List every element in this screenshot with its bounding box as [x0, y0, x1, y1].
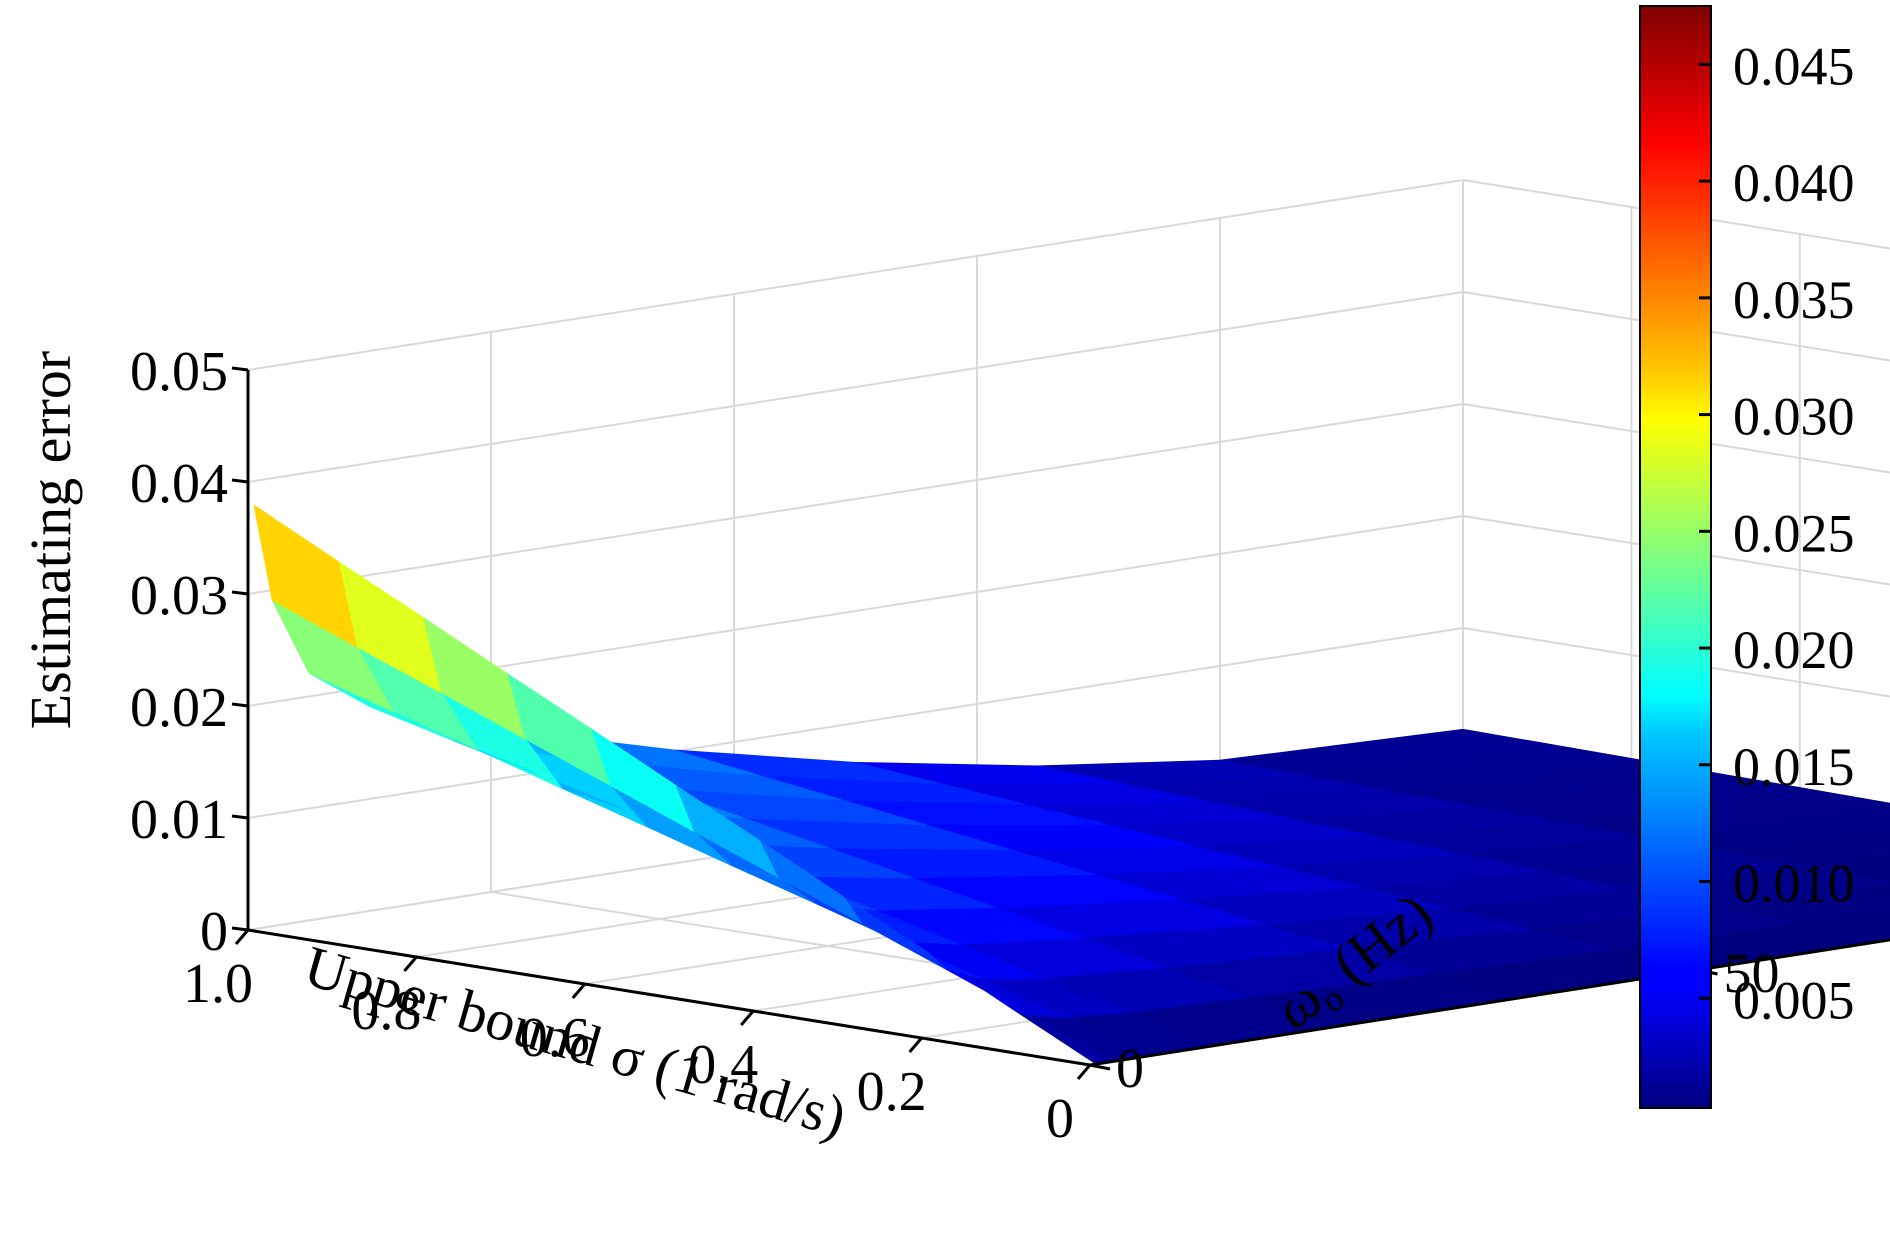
- axes: 1.00.80.60.40.2005010000.010.020.030.040…: [130, 341, 1890, 1150]
- y-tick: [1089, 1063, 1111, 1071]
- z-tick: [231, 478, 249, 484]
- colorbar-tick-label: 0.025: [1733, 503, 1855, 563]
- colorbar-tick-label: 0.045: [1733, 36, 1855, 96]
- x-tick: [571, 983, 586, 999]
- z-tick: [231, 814, 249, 820]
- x-tick: [234, 929, 250, 945]
- z-tick-label: 0.01: [130, 789, 228, 851]
- colorbar-tick-label: 0.005: [1733, 970, 1855, 1030]
- colorbar-tick-label: 0.015: [1733, 737, 1855, 797]
- grid-line-z: [247, 403, 1464, 595]
- grid-line-z: [1462, 403, 1890, 474]
- x-tick: [403, 956, 418, 972]
- z-tick-label: 0: [200, 901, 228, 963]
- grid-line-z: [1462, 627, 1890, 698]
- x-tick-label: 0.2: [857, 1061, 927, 1123]
- grid-line-z: [247, 627, 1464, 819]
- x-tick: [1076, 1064, 1092, 1080]
- z-tick-label: 0.02: [130, 677, 228, 739]
- y-tick-label: 0: [1116, 1038, 1144, 1100]
- x-tick-label: 0.6: [520, 1007, 590, 1069]
- x-tick-label: 1.0: [183, 953, 253, 1015]
- colorbar-tick-label: 0.010: [1733, 854, 1855, 914]
- x-tick: [740, 1010, 755, 1026]
- x-tick-label: 0.8: [351, 980, 421, 1042]
- z-tick-label: 0.03: [130, 565, 228, 627]
- grid-line-z: [247, 291, 1464, 483]
- z-tick: [231, 702, 249, 708]
- z-axis-label: Estimating error: [18, 351, 83, 730]
- grid-line-z: [1462, 515, 1890, 586]
- colorbar-tick-label: 0.035: [1733, 270, 1855, 330]
- x-tick-label: 0: [1046, 1088, 1074, 1150]
- grid-line-z: [247, 179, 1464, 371]
- z-tick: [231, 366, 249, 372]
- x-tick: [908, 1037, 923, 1053]
- z-tick: [231, 926, 249, 932]
- surface-cell: [253, 504, 358, 648]
- colorbar-ticks: 0.005 0.010 0.015 0.020 0.025 0.030 0.035 0.040…: [1699, 36, 1855, 1030]
- colorbar-tick-label: 0.040: [1733, 153, 1855, 213]
- colorbar: 0.005 0.010 0.015 0.020 0.025 0.030 0.035 0.040…: [1639, 5, 1855, 1109]
- x-axis-line: [247, 928, 1091, 1067]
- grid-line-z: [1462, 179, 1890, 250]
- z-tick: [231, 590, 249, 596]
- colorbar-tick-label: 0.030: [1733, 387, 1855, 447]
- surface-mesh: [253, 504, 1890, 1065]
- z-tick-label: 0.05: [130, 341, 228, 403]
- colorbar-gradient: [1639, 5, 1712, 1109]
- x-tick-label: 0.4: [688, 1034, 758, 1096]
- z-tick-label: 0.04: [130, 453, 228, 515]
- grid-line-z: [1462, 291, 1890, 362]
- y-tick-label: 50: [1724, 943, 1780, 1005]
- colorbar-tick-label: 0.020: [1733, 620, 1855, 680]
